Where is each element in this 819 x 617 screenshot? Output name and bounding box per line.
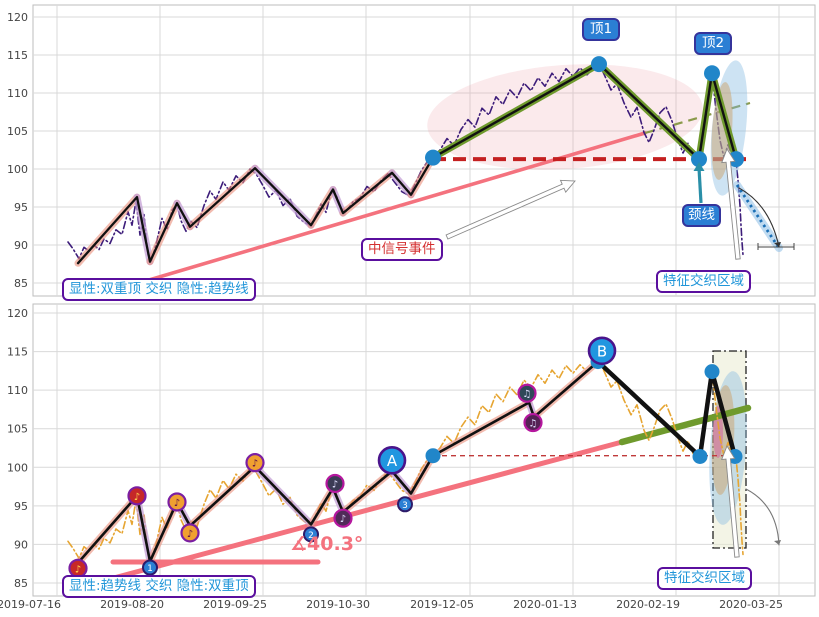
feature-region-label-bottom: 特征交织区域 <box>657 567 752 590</box>
pattern-point <box>704 364 720 380</box>
svg-text:A: A <box>387 452 398 470</box>
svg-text:85: 85 <box>14 277 28 290</box>
svg-text:120: 120 <box>7 307 28 320</box>
bottom-panel: ♪ ♪ 1 ♪ ♪ ♪ 2 ♪ ♪ A 3 ♫ ♫ B <box>67 336 781 582</box>
top-panel <box>67 56 795 293</box>
svg-text:95: 95 <box>14 500 28 513</box>
note-marker <box>127 486 147 506</box>
pattern-point <box>692 448 708 464</box>
svg-text:♪: ♪ <box>75 564 81 575</box>
pivot-number-marker <box>397 496 413 513</box>
neckline-label: 颈线 <box>682 204 721 227</box>
svg-text:♫: ♫ <box>523 389 532 400</box>
svg-text:110: 110 <box>7 384 28 397</box>
note-marker <box>167 492 187 512</box>
svg-text:90: 90 <box>14 538 28 551</box>
svg-text:105: 105 <box>7 125 28 138</box>
neckline-arrow <box>693 162 705 171</box>
svg-text:2020-03-25: 2020-03-25 <box>719 598 783 611</box>
svg-text:100: 100 <box>7 163 28 176</box>
svg-text:2019-08-20: 2019-08-20 <box>100 598 164 611</box>
note-marker <box>180 523 200 543</box>
svg-text:105: 105 <box>7 423 28 436</box>
svg-text:120: 120 <box>7 11 28 24</box>
top2-label: 顶2 <box>694 32 733 55</box>
pivot-number-marker <box>303 526 319 543</box>
white-arrow <box>721 444 740 558</box>
svg-text:115: 115 <box>7 346 28 359</box>
svg-text:100: 100 <box>7 461 28 474</box>
bottom-panel-summary-label: 显性:趋势线 交织 隐性:双重顶 <box>62 575 256 598</box>
svg-text:1: 1 <box>147 564 153 574</box>
signal-event-label: 中信号事件 <box>361 238 443 261</box>
svg-text:♫: ♫ <box>529 419 538 430</box>
svg-text:3: 3 <box>402 501 408 511</box>
angle-value-label: ∡40.3° <box>290 533 364 555</box>
note-marker <box>245 453 265 473</box>
feature-region-label-top: 特征交织区域 <box>656 270 751 293</box>
top-panel-summary-label: 显性:双重顶 交织 隐性:趋势线 <box>62 278 256 301</box>
svg-text:2019-07-16: 2019-07-16 <box>0 598 61 611</box>
svg-text:2019-12-05: 2019-12-05 <box>410 598 474 611</box>
svg-text:110: 110 <box>7 87 28 100</box>
pattern-point <box>704 65 720 82</box>
pattern-point <box>728 151 744 168</box>
svg-text:85: 85 <box>14 577 28 590</box>
svg-text:2019-09-25: 2019-09-25 <box>203 598 267 611</box>
pattern-point <box>425 448 441 464</box>
svg-text:2019-10-30: 2019-10-30 <box>306 598 370 611</box>
note-marker <box>523 412 543 433</box>
pattern-point <box>691 151 707 168</box>
note-marker <box>333 508 353 528</box>
svg-text:2020-01-13: 2020-01-13 <box>513 598 577 611</box>
svg-text:2020-02-19: 2020-02-19 <box>616 598 680 611</box>
top1-label: 顶1 <box>582 18 621 41</box>
svg-text:115: 115 <box>7 49 28 62</box>
svg-text:♪: ♪ <box>187 529 193 540</box>
wave-label-marker <box>377 446 407 475</box>
pattern-point <box>425 149 441 166</box>
svg-text:B: B <box>597 342 607 360</box>
wave-label-marker <box>587 336 617 366</box>
note-marker <box>325 473 345 494</box>
svg-text:♪: ♪ <box>340 514 346 525</box>
white-arrow <box>721 148 741 260</box>
white-arrow <box>445 179 576 240</box>
svg-text:♪: ♪ <box>134 492 140 503</box>
note-marker <box>517 383 537 403</box>
svg-text:♪: ♪ <box>174 498 180 509</box>
pattern-point <box>591 56 607 73</box>
svg-text:♪: ♪ <box>332 479 338 490</box>
svg-text:90: 90 <box>14 239 28 252</box>
svg-text:95: 95 <box>14 201 28 214</box>
svg-text:2: 2 <box>308 531 314 541</box>
pivot-number-marker <box>142 559 158 576</box>
svg-text:♪: ♪ <box>252 459 258 470</box>
